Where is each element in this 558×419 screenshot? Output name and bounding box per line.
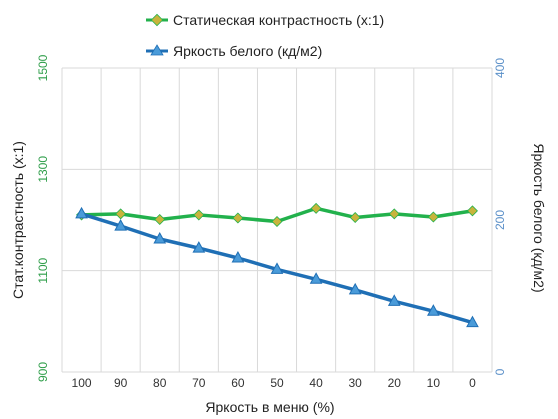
data-point-brightness [231,250,245,263]
legend-item-contrast[interactable]: Статическая контрастность (x:1) [146,12,384,28]
data-point-brightness [466,315,479,328]
data-point-brightness [192,241,206,253]
data-point-contrast [310,202,322,214]
x-tick-label: 70 [192,376,206,390]
data-point-brightness [387,294,401,306]
x-tick-label: 60 [231,376,245,390]
legend-marker-contrast [150,13,164,27]
x-tick-label: 20 [388,376,402,390]
y-axis-right: 0 200 400 [493,58,507,376]
x-tick-label: 10 [427,376,441,390]
x-axis: 100 90 80 70 60 50 40 30 20 10 0 [72,376,477,390]
data-point-contrast [232,212,244,224]
y-axis-right-title: Яркость белого (кд/м2) [531,143,547,292]
data-point-brightness [75,206,88,219]
data-point-brightness [114,219,127,231]
data-point-contrast [271,216,283,228]
x-tick-label: 90 [114,376,128,390]
y-right-tick-label: 200 [493,210,507,230]
plot-series [75,202,479,328]
data-point-contrast [115,208,127,220]
y-right-tick-label: 400 [493,58,507,78]
legend-marker-brightness [150,44,164,56]
legend-label-brightness: Яркость белого (кд/м2) [173,43,322,59]
x-axis-title: Яркость в меню (%) [205,399,334,415]
data-point-brightness [427,304,440,316]
y-left-tick-label: 1300 [36,156,50,183]
data-point-brightness [153,231,167,244]
legend: Статическая контрастность (x:1) Яркость … [146,12,384,59]
x-tick-label: 40 [309,376,323,390]
data-point-brightness [309,272,323,284]
data-point-contrast [349,211,361,223]
legend-item-brightness[interactable]: Яркость белого (кд/м2) [146,43,322,59]
x-tick-label: 0 [469,376,476,390]
data-point-contrast [154,213,166,226]
legend-label-contrast: Статическая контрастность (x:1) [173,12,384,28]
x-tick-label: 80 [153,376,167,390]
y-axis-left: 900 1100 1300 1500 [36,54,50,382]
data-point-contrast [466,205,478,217]
y-left-tick-label: 1100 [36,257,50,283]
y-left-tick-label: 1500 [36,54,50,81]
data-point-brightness [348,282,362,295]
x-tick-label: 30 [349,376,363,390]
x-tick-label: 50 [270,376,284,390]
y-right-tick-label: 0 [493,368,507,375]
data-point-contrast [388,208,400,220]
y-axis-left-title: Стат.контрастность (x:1) [10,141,26,299]
data-point-contrast [427,211,439,223]
y-left-tick-label: 900 [36,362,50,382]
data-point-brightness [270,262,284,274]
x-tick-label: 100 [72,376,92,390]
data-point-contrast [193,209,205,221]
